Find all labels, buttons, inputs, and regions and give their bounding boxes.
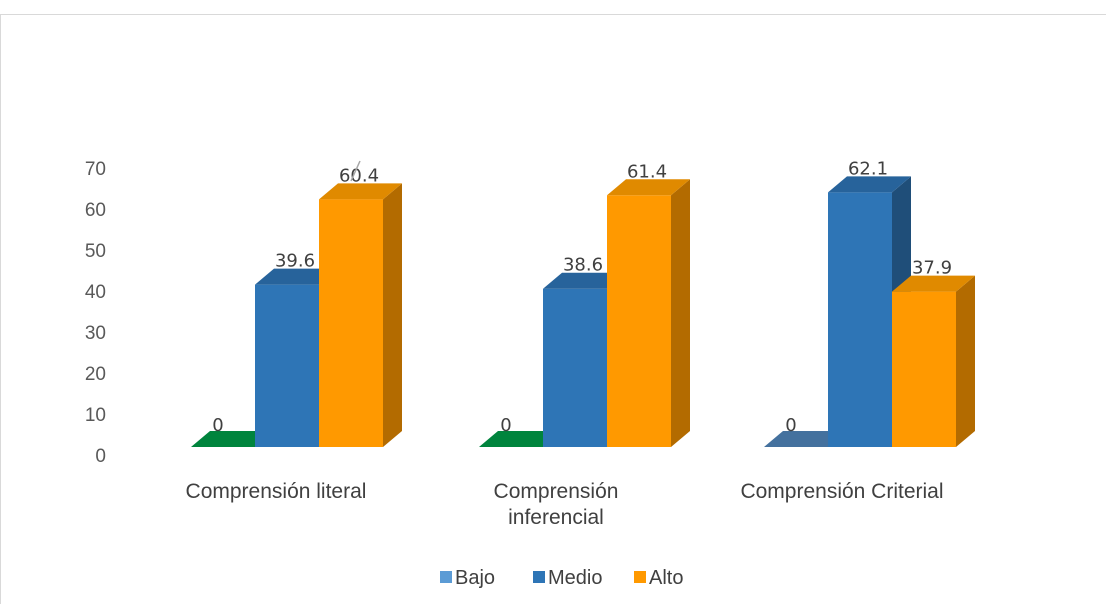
bar-top-face: [543, 272, 626, 289]
bar-side-face: [383, 183, 402, 448]
bar-bajo-2: [479, 431, 562, 447]
bar-alto-3: [892, 275, 975, 447]
bar-front-face: [255, 284, 319, 447]
legend-item-medio: Medio: [533, 567, 602, 589]
label-leader-line: [350, 160, 361, 182]
category-label: Comprensión: [494, 480, 619, 503]
data-label: 38.6: [563, 255, 603, 276]
legend-label: Medio: [548, 567, 602, 589]
legend-swatch: [533, 571, 545, 583]
y-tick-label: 50: [85, 241, 106, 262]
y-tick-label: 70: [85, 159, 106, 180]
bar-front-face: [828, 192, 892, 447]
legend-label: Bajo: [455, 567, 495, 589]
data-label: 39.6: [275, 251, 315, 272]
legend-swatch: [440, 571, 452, 583]
category-label: Comprensión literal: [186, 480, 367, 503]
category-label: Comprensión Criterial: [740, 480, 943, 503]
category-labels: Comprensión literal Comprensión inferencia…: [186, 480, 944, 529]
bar-bajo-1: [191, 431, 274, 447]
legend-item-alto: Alto: [634, 567, 683, 589]
y-tick-label: 0: [95, 446, 106, 467]
y-tick-label: 40: [85, 282, 106, 303]
bar-top-face: [764, 431, 847, 447]
bar-top-face: [607, 179, 690, 196]
data-label: 62.1: [848, 158, 888, 179]
bar-front-face: [543, 288, 607, 447]
y-axis: 0 10 20 30 40 50 60 70: [85, 159, 106, 467]
y-tick-label: 30: [85, 323, 106, 344]
bar-front-face: [892, 291, 956, 447]
bar-bajo-3: [764, 431, 847, 447]
bar-alto-1: [319, 183, 402, 448]
data-label: 60.4: [339, 165, 379, 186]
y-tick-label: 20: [85, 364, 106, 385]
bar-top-face: [892, 275, 975, 292]
bar-top-face: [191, 431, 274, 447]
data-label: 0: [500, 415, 511, 436]
data-labels: 0 39.6 60.4 0 38.6 61.4 0 62.1 37.9: [212, 158, 952, 436]
bar-side-face: [956, 275, 975, 447]
data-label: 37.9: [912, 258, 952, 279]
bar-top-face: [828, 176, 911, 193]
bar-top-face: [255, 268, 338, 285]
bar-alto-2: [607, 179, 690, 447]
data-label: 61.4: [627, 161, 667, 182]
data-label: 0: [785, 415, 796, 436]
category-label: inferencial: [508, 506, 604, 529]
bars: [191, 176, 975, 448]
bar-top-face: [479, 431, 562, 447]
legend: Bajo Medio Alto: [440, 567, 683, 589]
bar-front-face: [319, 199, 383, 447]
bar-top-face: [319, 183, 402, 200]
legend-label: Alto: [649, 567, 683, 589]
bar-side-face: [671, 179, 690, 447]
legend-item-bajo: Bajo: [440, 567, 495, 589]
legend-swatch: [634, 571, 646, 583]
y-tick-label: 10: [85, 405, 106, 426]
bar-front-face: [607, 195, 671, 447]
data-label: 0: [212, 415, 223, 436]
y-tick-label: 60: [85, 200, 106, 221]
